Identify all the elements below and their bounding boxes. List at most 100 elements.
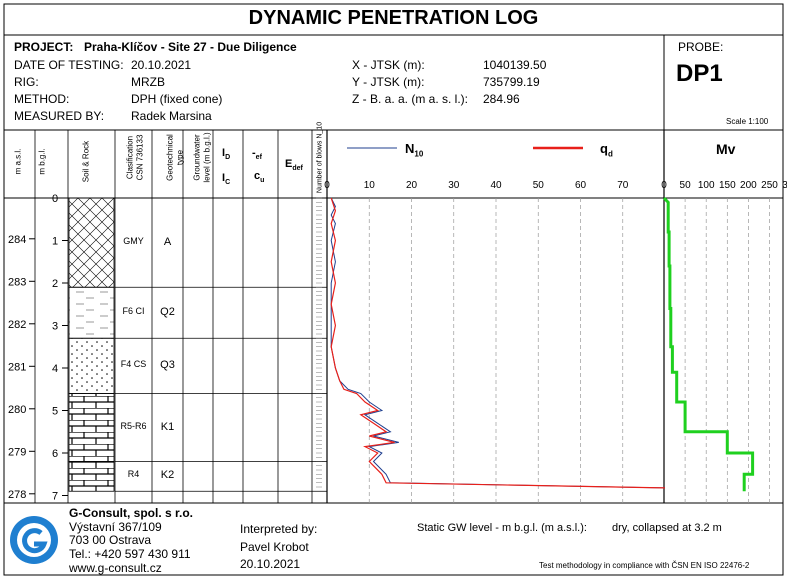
depth-tick-label: 4: [52, 363, 58, 375]
col-geo-2: type: [175, 149, 185, 166]
n-tick-label: 20: [406, 180, 418, 191]
z-label: Z - B. a. a. (m a. s. l.):: [352, 92, 469, 106]
method-value: DPH (fixed cone): [131, 92, 223, 106]
footer-address-1: Výstavní 367/109: [69, 520, 162, 534]
gw-level-label: Static GW level - m b.g.l. (m a.s.l.):: [417, 522, 587, 534]
y-jtsk-value: 735799.19: [483, 75, 540, 89]
y-jtsk-label: Y - JTSK (m):: [352, 75, 425, 89]
col-mbgl: m b.g.l.: [37, 148, 47, 175]
depth-tick-label: 6: [52, 448, 58, 460]
probe-label: PROBE:: [678, 40, 724, 54]
gw-level-value: dry, collapsed at 3.2 m: [612, 522, 722, 534]
col-masl: m a.s.l.: [13, 148, 23, 175]
footer-address-2: 703 00 Ostrava: [69, 533, 152, 547]
page-title: DYNAMIC PENETRATION LOG: [248, 7, 539, 29]
n-tick-label: 30: [448, 180, 460, 191]
interpreted-label: Interpreted by:: [240, 522, 318, 536]
masl-tick-label: 284: [8, 234, 26, 246]
x-jtsk-label: X - JTSK (m):: [352, 58, 425, 72]
depth-tick-label: 2: [52, 278, 58, 290]
mv-tick-label: 150: [719, 180, 736, 191]
col-blows: Number of blows N_10: [316, 121, 324, 194]
z-value: 284.96: [483, 92, 520, 106]
legend-mv: Mv: [716, 141, 736, 157]
probe-id: DP1: [676, 60, 723, 87]
col-edef: Edef: [285, 158, 303, 173]
depth-tick-label: 1: [52, 236, 58, 248]
layer-pattern: [68, 286, 115, 339]
layer-geotechnical-type: K2: [160, 469, 175, 482]
depth-tick-label: 5: [52, 406, 58, 418]
interpreted-name: Pavel Krobot: [240, 540, 309, 554]
n-tick-label: 40: [490, 180, 502, 191]
col-gw-2: level (m b.g.l.): [202, 132, 212, 183]
col-soil: Soil & Rock: [81, 140, 91, 183]
project-value: Praha-Klíčov - Site 27 - Due Diligence: [84, 40, 297, 54]
col-ic: IC: [222, 172, 231, 187]
rig-value: MRZB: [131, 75, 165, 89]
col-phi: -ef: [252, 147, 262, 162]
masl-tick-label: 280: [8, 404, 26, 416]
outer-border: [3, 3, 784, 576]
measured-label: MEASURED BY:: [14, 109, 105, 123]
depth-tick-label: 7: [52, 491, 58, 503]
series-mv: [662, 196, 755, 492]
legend-n10: N10: [405, 141, 424, 159]
layer-pattern: [68, 393, 115, 462]
scale-label: Scale 1:100: [726, 117, 769, 126]
col-id: ID: [222, 147, 231, 162]
n-tick-label: 60: [575, 180, 587, 191]
rig-label: RIG:: [14, 75, 39, 89]
layer-pattern: [68, 337, 115, 394]
date-value: 20.10.2021: [131, 58, 192, 72]
series-qd: [330, 197, 666, 489]
mv-tick-label: 100: [698, 180, 715, 191]
n-tick-label: 0: [324, 180, 330, 191]
masl-tick-label: 281: [8, 361, 26, 373]
layer-classification: F6 CI: [122, 305, 145, 316]
project-label: PROJECT:: [14, 40, 74, 54]
mv-tick-label: 50: [680, 180, 692, 191]
col-gw-1: Groundwater: [192, 134, 202, 181]
mv-tick-label: 0: [661, 180, 667, 191]
series-n10: [330, 197, 666, 489]
col-class-2: CSN 736133: [135, 134, 145, 181]
depth-tick-label: 3: [52, 321, 58, 333]
n-tick-label: 50: [533, 180, 545, 191]
interpreted-date: 20.10.2021: [240, 557, 301, 571]
col-cu: cu: [254, 170, 265, 185]
masl-tick-label: 283: [8, 276, 26, 288]
masl-tick-label: 282: [8, 319, 26, 331]
layer-pattern: [68, 197, 115, 288]
compliance-note: Test methodology in compliance with ČSN …: [539, 561, 750, 570]
measured-value: Radek Marsina: [131, 109, 212, 123]
col-geo-1: Geotechnical: [165, 134, 175, 181]
method-label: METHOD:: [14, 92, 70, 106]
layer-geotechnical-type: Q3: [160, 358, 175, 371]
n-tick-label: 10: [364, 180, 376, 191]
layer-classification: GMY: [123, 235, 144, 246]
layer-geotechnical-type: K1: [160, 420, 175, 433]
n-tick-label: 70: [617, 180, 629, 191]
mv-tick-label: 250: [761, 180, 778, 191]
layer-geotechnical-type: Q2: [160, 305, 175, 318]
mv-tick-label: 200: [740, 180, 757, 191]
company-logo-g: [22, 528, 48, 554]
layer-classification: R5-R6: [120, 420, 147, 431]
layer-classification: R4: [127, 469, 140, 480]
layer-pattern: [68, 461, 115, 492]
footer-company: G-Consult, spol. s r.o.: [69, 506, 194, 520]
layer-classification: F4 CS: [120, 358, 147, 369]
masl-tick-label: 278: [8, 489, 26, 501]
masl-tick-label: 279: [8, 446, 26, 458]
mv-tick-label: 300: [782, 180, 787, 191]
col-class-1: Clasification: [125, 135, 135, 180]
footer-phone: Tel.: +420 597 430 911: [69, 547, 191, 561]
depth-tick-label: 0: [52, 193, 58, 205]
x-jtsk-value: 1040139.50: [483, 58, 547, 72]
layer-geotechnical-type: A: [163, 235, 172, 248]
footer-website[interactable]: www.g-consult.cz: [69, 561, 162, 575]
legend-qd: qd: [600, 141, 613, 159]
date-label: DATE OF TESTING:: [14, 58, 124, 72]
